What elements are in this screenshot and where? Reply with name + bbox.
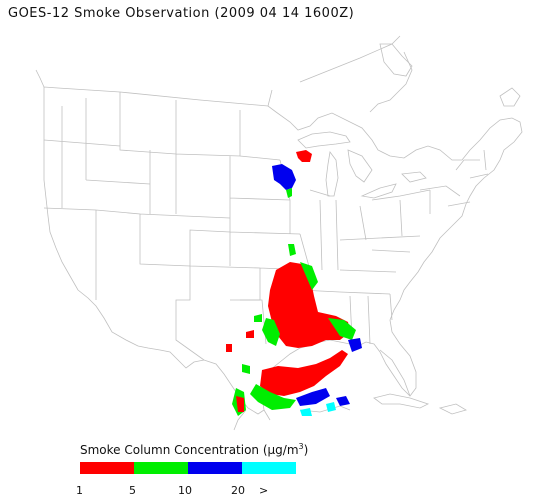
smoke-patch — [242, 364, 250, 374]
smoke-patch — [272, 164, 296, 190]
legend-tick: 10 — [178, 484, 192, 497]
legend-title: Smoke Column Concentration (μg/m3) — [80, 442, 309, 457]
smoke-patch — [286, 188, 292, 198]
smoke-plumes — [226, 150, 362, 416]
legend-swatch-20-plus — [242, 462, 296, 474]
smoke-patch — [268, 262, 350, 348]
hispaniola — [438, 403, 467, 415]
smoke-patch — [236, 396, 244, 412]
texas-border — [175, 266, 267, 361]
smoke-patch — [296, 150, 312, 162]
smoke-patch — [260, 350, 348, 396]
lake-ontario — [401, 171, 427, 183]
smoke-patch — [328, 318, 356, 340]
smoke-patch — [250, 384, 296, 410]
florida — [379, 349, 411, 397]
legend-tick: 5 — [129, 484, 136, 497]
newfoundland — [499, 87, 521, 107]
us-outline — [43, 86, 523, 415]
legend-swatch-1-5 — [80, 462, 134, 474]
map-title: GOES-12 Smoke Observation (2009 04 14 16… — [8, 6, 355, 21]
smoke-patch — [246, 330, 254, 338]
legend-swatch-5-10 — [134, 462, 188, 474]
smoke-patch — [254, 314, 262, 322]
cuba — [373, 393, 430, 409]
lake-huron — [347, 149, 373, 183]
smoke-patch — [348, 338, 362, 352]
smoke-patch — [288, 244, 296, 256]
legend-swatch-10-20 — [188, 462, 242, 474]
smoke-patch — [226, 344, 232, 352]
legend-tick: 1 — [76, 484, 83, 497]
hudson-coast — [379, 43, 413, 77]
state-boundaries — [35, 35, 523, 431]
legend-tick: 20 — [231, 484, 245, 497]
smoke-patch — [262, 318, 280, 346]
lake-erie — [360, 183, 397, 199]
smoke-patch — [300, 408, 312, 416]
smoke-patch — [326, 402, 336, 412]
lake-michigan — [325, 151, 339, 197]
lake-superior — [297, 131, 351, 149]
smoke-patch — [296, 388, 330, 406]
legend-color-bar — [80, 462, 296, 474]
legend-tick: > — [259, 484, 269, 497]
smoke-patch — [336, 396, 350, 406]
smoke-patch — [300, 262, 318, 290]
